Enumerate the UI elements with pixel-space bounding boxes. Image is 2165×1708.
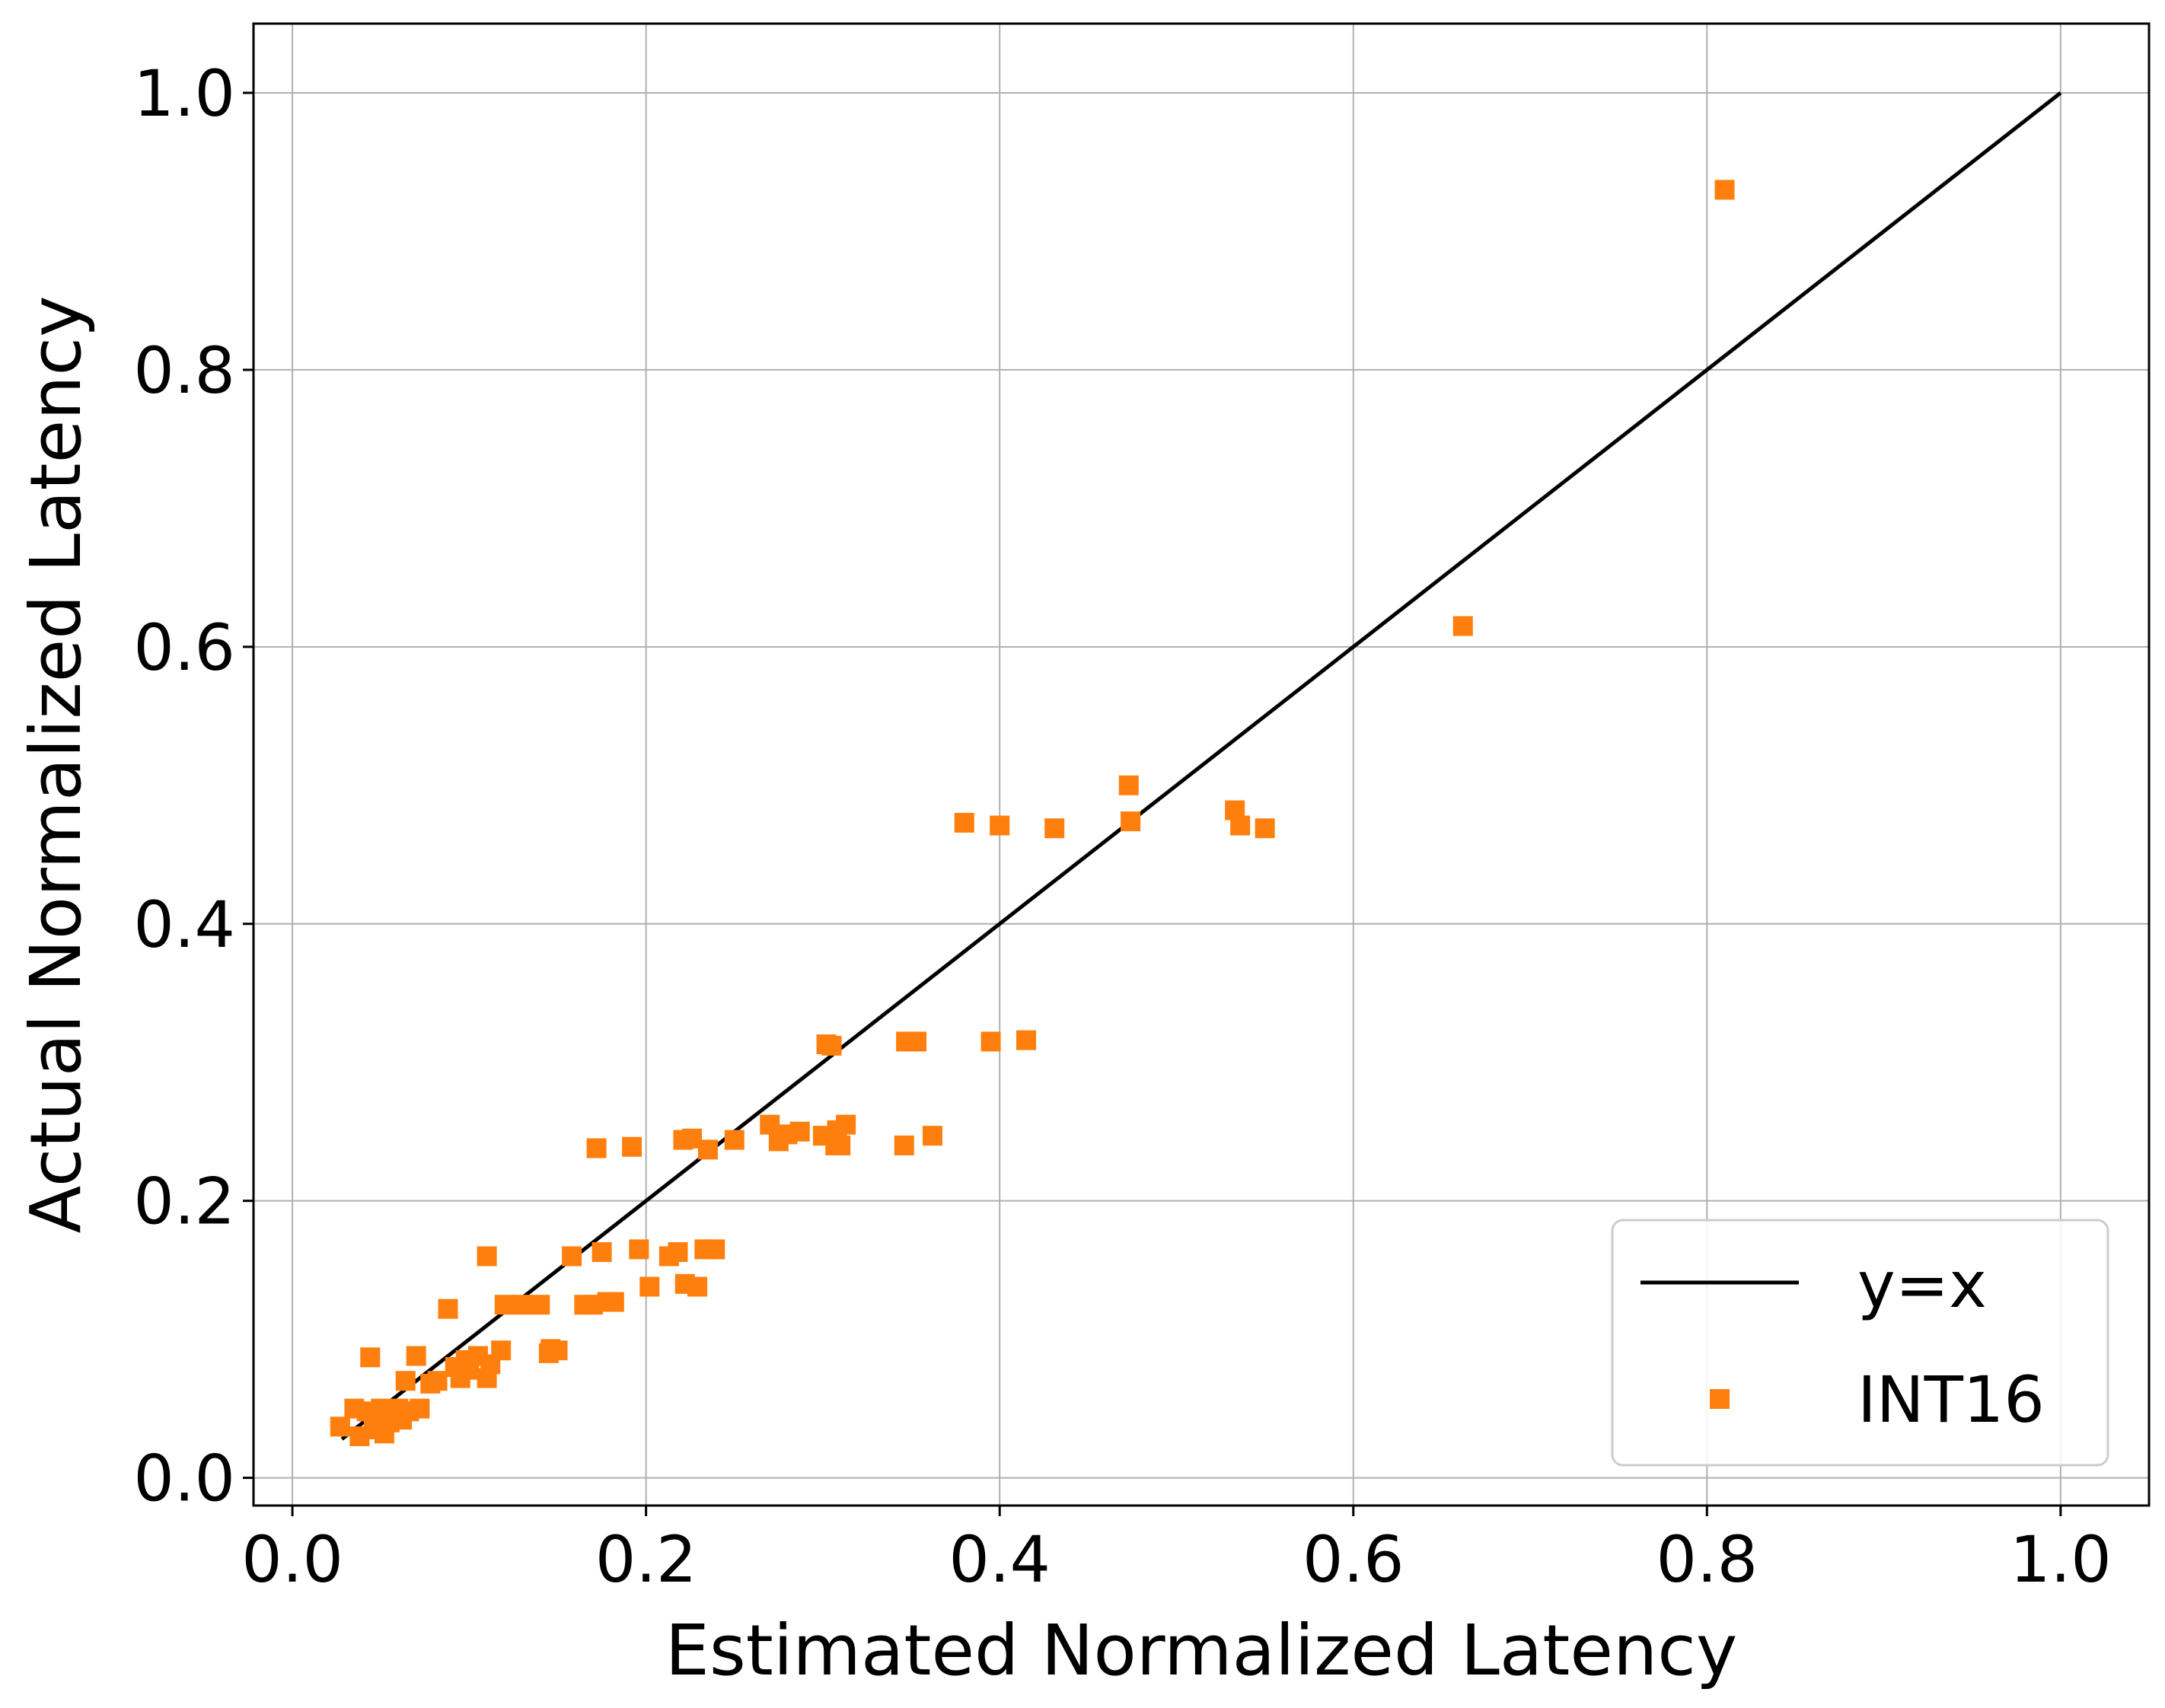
data-point (1714, 180, 1735, 200)
data-point (954, 812, 974, 833)
plot-frame (252, 22, 2151, 1507)
data-point (395, 1371, 416, 1391)
data-point (1255, 818, 1275, 839)
data-point (1044, 818, 1065, 839)
data-point (1230, 815, 1251, 836)
data-point (894, 1135, 914, 1155)
data-point (990, 815, 1010, 836)
x-tick-label: 0.8 (1656, 1522, 1758, 1597)
y-tick-label: 0.6 (133, 610, 235, 685)
x-tick-label: 0.0 (241, 1522, 343, 1597)
data-point (1118, 775, 1139, 795)
data-point (530, 1295, 550, 1315)
data-point (629, 1239, 649, 1260)
grid-lines (253, 24, 2149, 1506)
legend-label-identity: y=x (1857, 1248, 1987, 1322)
x-tick-label: 0.6 (1303, 1522, 1405, 1597)
data-point (1016, 1030, 1037, 1050)
data-point (687, 1276, 708, 1297)
x-tick-label: 0.2 (595, 1522, 697, 1597)
data-point (562, 1246, 582, 1267)
data-point (705, 1239, 725, 1260)
data-point (836, 1114, 856, 1135)
data-point (1121, 811, 1141, 832)
x-tick-label: 1.0 (2010, 1522, 2112, 1597)
data-point (477, 1246, 497, 1267)
data-point (1452, 616, 1473, 636)
legend-label-int16: INT16 (1857, 1362, 2045, 1437)
data-point (406, 1346, 426, 1366)
y-axis-title: Actual Normalized Latency (15, 295, 97, 1233)
data-point (604, 1292, 624, 1312)
data-point (512, 1295, 533, 1315)
data-point (427, 1371, 448, 1391)
legend-marker-sample (1710, 1389, 1730, 1409)
data-point (622, 1136, 642, 1157)
identity-line-layer (340, 91, 2062, 1441)
data-point (789, 1121, 810, 1142)
identity-line (340, 91, 2062, 1441)
data-point (639, 1276, 660, 1297)
data-point (821, 1035, 842, 1056)
data-point (410, 1398, 430, 1419)
legend: y=x INT16 (1611, 1219, 2109, 1467)
data-point (591, 1242, 612, 1263)
y-tick-label: 0.8 (133, 333, 235, 408)
data-points (330, 180, 1735, 1447)
y-tick-label: 1.0 (133, 56, 235, 131)
data-point (831, 1135, 851, 1155)
data-point (586, 1138, 607, 1158)
data-point (547, 1340, 568, 1361)
data-point (980, 1031, 1001, 1052)
data-point (760, 1114, 780, 1135)
y-tick-label: 0.4 (133, 887, 235, 962)
data-point (724, 1130, 745, 1150)
data-point (494, 1295, 515, 1315)
y-tick-label: 0.2 (133, 1165, 235, 1239)
data-point (438, 1299, 458, 1319)
axis-ticks: 0.0 0.2 0.4 0.6 0.8 1.0 0.0 0.2 0.4 0.6 0.8 1.0 (133, 56, 2111, 1597)
data-point (491, 1340, 512, 1361)
data-point (330, 1416, 350, 1437)
y-tick-label: 0.0 (133, 1442, 235, 1516)
x-tick-label: 0.4 (949, 1522, 1051, 1597)
data-point (360, 1347, 381, 1368)
data-point (922, 1126, 942, 1146)
data-point (668, 1242, 688, 1263)
x-axis-title: Estimated Normalized Latency (665, 1610, 1738, 1691)
data-point (907, 1031, 927, 1052)
data-point (697, 1139, 718, 1160)
